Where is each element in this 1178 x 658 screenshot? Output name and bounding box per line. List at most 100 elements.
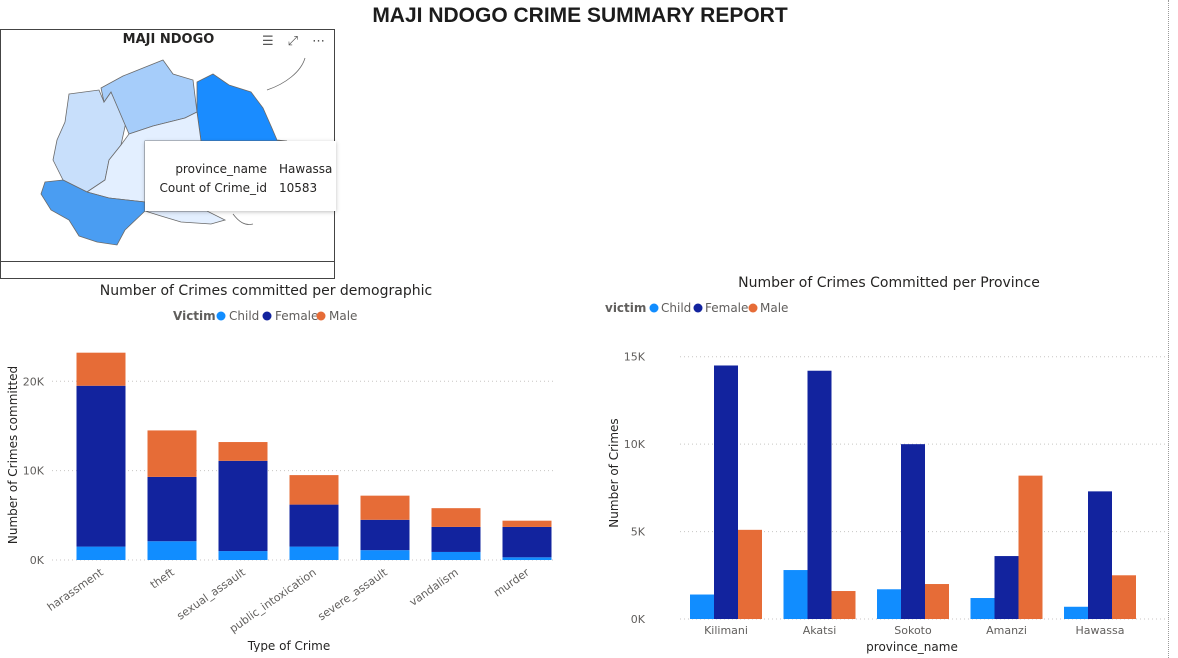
bar-male[interactable]	[1018, 475, 1043, 619]
y-tick-label: 10K	[624, 438, 646, 451]
legend-label-male[interactable]: Male	[760, 301, 788, 315]
bar-child[interactable]	[783, 570, 808, 619]
bar-female[interactable]	[218, 460, 268, 552]
x-axis-ticks: harassment theftsexual_assaultpublic_into…	[45, 565, 532, 635]
bar-child[interactable]	[431, 551, 481, 560]
focus-mode-icon[interactable]: ⤢	[287, 34, 299, 49]
bar-male[interactable]	[360, 495, 410, 520]
bar-child[interactable]	[970, 598, 995, 619]
bar-male[interactable]	[76, 352, 126, 386]
bar-female[interactable]	[714, 365, 738, 619]
y-tick-label: 0K	[30, 554, 45, 567]
bar-female[interactable]	[289, 504, 339, 547]
bar-child[interactable]	[502, 557, 552, 560]
tooltip-key: Count of Crime_id	[159, 181, 267, 195]
x-tick-label: Hawassa	[1076, 624, 1125, 637]
tooltip-value: 10583	[279, 181, 318, 195]
y-tick-label: 0K	[631, 613, 646, 626]
bar-male[interactable]	[831, 591, 856, 619]
legend-label-child[interactable]: Child	[661, 301, 691, 315]
page-edge	[1168, 0, 1169, 658]
x-tick-label: murder	[491, 566, 532, 600]
bar-male[interactable]	[147, 430, 197, 477]
x-tick-label: vandalism	[407, 566, 461, 609]
crimes-per-province-chart[interactable]: Number of Crimes Committed per Province …	[600, 272, 1175, 657]
chart-title: Number of Crimes committed per demograph…	[100, 283, 432, 299]
map-visual[interactable]: MAJI NDOGO ☰ ⤢ ⋯ province_name Hawassa C…	[0, 29, 336, 279]
bar-child[interactable]	[1064, 606, 1088, 619]
x-axis-title: Type of Crime	[247, 639, 330, 652]
chart-legend: Victim Child Female Male	[173, 309, 357, 323]
legend-title: victim	[605, 301, 646, 315]
map-canvas[interactable]	[1, 30, 336, 260]
x-axis-title: province_name	[866, 640, 958, 654]
y-tick-label: 5K	[631, 526, 646, 539]
bar-child[interactable]	[690, 594, 714, 619]
legend-label-child[interactable]: Child	[229, 309, 259, 323]
x-tick-label: theft	[148, 565, 177, 591]
y-tick-label: 10K	[23, 465, 45, 478]
x-axis-ticks: Kilimani Akatsi Sokoto Amanzi Hawassa	[704, 624, 1124, 637]
bar-child[interactable]	[147, 541, 197, 560]
legend-marker-child	[649, 303, 659, 313]
y-tick-label: 15K	[624, 351, 646, 364]
x-tick-label: Akatsi	[803, 624, 837, 637]
visual-toolbar: ☰ ⤢ ⋯	[262, 34, 326, 49]
y-axis-ticks: 0K 10K 20K	[23, 375, 45, 567]
legend-label-male[interactable]: Male	[329, 309, 357, 323]
x-tick-label: Sokoto	[894, 624, 932, 637]
more-options-icon[interactable]: ⋯	[312, 34, 326, 49]
map-footer-divider	[1, 261, 334, 262]
crimes-per-demographic-chart[interactable]: Number of Crimes committed per demograph…	[0, 282, 560, 652]
bar-male[interactable]	[925, 584, 949, 619]
legend-marker-child	[216, 311, 226, 321]
x-tick-label: harassment	[45, 565, 106, 613]
map-region-coast	[232, 213, 254, 225]
y-axis-ticks: 0K 5K 10K 15K	[624, 351, 646, 626]
bar-female[interactable]	[76, 385, 126, 547]
map-tooltip: province_name Hawassa Count of Crime_id …	[145, 141, 336, 211]
map-title: MAJI NDOGO	[122, 32, 215, 47]
y-tick-label: 20K	[23, 375, 45, 388]
bar-male[interactable]	[502, 520, 552, 527]
map-region-east[interactable]	[196, 73, 288, 142]
bar-male[interactable]	[289, 475, 339, 505]
bar-female[interactable]	[807, 370, 832, 619]
bar-child[interactable]	[877, 589, 901, 619]
bar-female[interactable]	[994, 556, 1019, 619]
bar-female[interactable]	[360, 519, 410, 551]
x-tick-label: severe_assault	[315, 565, 390, 623]
bar-child[interactable]	[289, 546, 339, 560]
filter-icon[interactable]: ☰	[262, 34, 274, 49]
x-tick-label: Kilimani	[704, 624, 748, 637]
map-region-river	[266, 57, 306, 91]
bar-female[interactable]	[431, 526, 481, 552]
chart-legend: victim Child Female Male	[605, 301, 788, 315]
bar-female[interactable]	[901, 444, 925, 619]
legend-title: Victim	[173, 309, 216, 323]
bar-female[interactable]	[147, 476, 197, 542]
report-title: MAJI NDOGO CRIME SUMMARY REPORT	[372, 4, 788, 27]
bar-male[interactable]	[1112, 575, 1136, 619]
bar-male[interactable]	[738, 529, 762, 619]
bar-child[interactable]	[76, 546, 126, 560]
legend-marker-female	[262, 311, 272, 321]
map-region-hawassa[interactable]	[144, 202, 227, 225]
tooltip-value: Hawassa	[279, 162, 333, 176]
tooltip-key: province_name	[175, 162, 267, 176]
bar-female[interactable]	[502, 526, 552, 558]
x-tick-label: sexual_assault	[174, 565, 248, 622]
y-axis-title: Number of Crimes	[607, 418, 621, 527]
map-region-southwest[interactable]	[40, 179, 146, 246]
bar-female[interactable]	[1088, 491, 1112, 619]
bar-child[interactable]	[360, 550, 410, 560]
bars[interactable]	[690, 365, 1136, 619]
bar-child[interactable]	[218, 551, 268, 560]
bar-male[interactable]	[218, 442, 268, 461]
legend-label-female[interactable]: Female	[705, 301, 748, 315]
legend-marker-female	[693, 303, 703, 313]
legend-label-female[interactable]: Female	[275, 309, 318, 323]
legend-marker-male	[748, 303, 758, 313]
bar-male[interactable]	[431, 508, 481, 527]
bars[interactable]	[76, 352, 552, 560]
